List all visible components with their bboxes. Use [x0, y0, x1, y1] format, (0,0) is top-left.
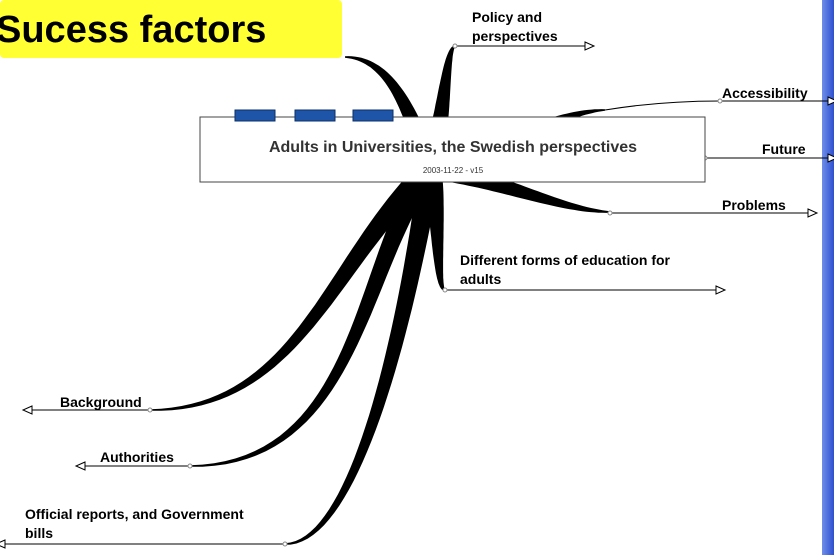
title-highlight — [0, 0, 342, 58]
branch-arrow — [715, 285, 727, 295]
branch-arrow — [827, 153, 834, 163]
central-node — [199, 116, 706, 183]
node-tab — [352, 109, 394, 122]
branch-arrow — [807, 208, 819, 218]
branch-label: Different forms of education for — [460, 252, 671, 268]
branch-joint — [282, 541, 288, 547]
central-title: Adults in Universities, the Swedish pers… — [269, 139, 637, 156]
branch-curve — [190, 161, 439, 467]
central-subtitle: 2003-11-22 - v15 — [423, 166, 484, 175]
branch-label: perspectives — [472, 28, 558, 44]
branch-arrow — [584, 41, 596, 51]
branch-label: Problems — [722, 197, 786, 213]
branch-joint — [442, 287, 448, 293]
branch-label: Official reports, and Government — [25, 506, 244, 522]
page-title: Sucess factors — [0, 9, 266, 51]
branch-curve — [419, 164, 446, 291]
branch-arrow — [21, 405, 33, 415]
branch-joint — [717, 98, 723, 104]
branch-label: Policy and — [472, 9, 542, 25]
node-tab — [234, 109, 276, 122]
branches: Policy and perspectives Accessibility Futur… — [0, 9, 834, 549]
branch-joint — [452, 43, 458, 49]
branch-arrow — [0, 539, 6, 549]
node-tab — [294, 109, 336, 122]
branch-label: bills — [25, 525, 53, 541]
branch-joint — [147, 407, 153, 413]
window-edge — [822, 0, 834, 555]
branch-label: Authorities — [100, 449, 174, 465]
branch-label: adults — [460, 271, 501, 287]
branch-joint — [187, 463, 193, 469]
branch-joint — [607, 210, 613, 216]
branch-arrow — [827, 96, 834, 106]
branch-label: Background — [60, 394, 142, 410]
branch-curve — [285, 166, 441, 545]
branch-label: Future — [762, 141, 806, 157]
branch-link — [604, 100, 721, 111]
branch-arrow — [74, 461, 86, 471]
branch-label: Accessibility — [722, 85, 808, 101]
